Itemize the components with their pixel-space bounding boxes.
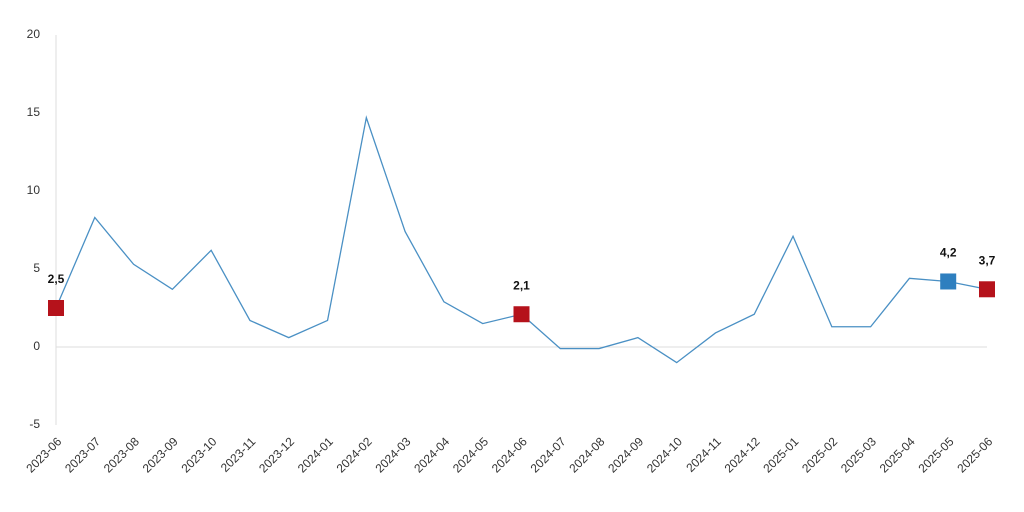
x-tick-label: 2025-06: [954, 434, 995, 475]
y-tick-label: 20: [27, 27, 41, 41]
y-tick-label: -5: [29, 417, 40, 431]
x-tick-label: 2023-08: [101, 434, 142, 475]
x-tick-label: 2024-01: [295, 434, 336, 475]
y-tick-label: 0: [33, 339, 40, 353]
x-tick-label: 2023-06: [23, 434, 64, 475]
marker: [48, 300, 64, 316]
x-tick-label: 2024-11: [683, 434, 724, 475]
x-tick-label: 2024-04: [411, 434, 452, 475]
x-tick-label: 2023-07: [62, 434, 103, 475]
x-tick-label: 2023-11: [218, 434, 259, 475]
x-tick-label: 2024-08: [566, 434, 607, 475]
y-tick-label: 5: [33, 261, 40, 275]
x-tick-label: 2024-09: [605, 434, 646, 475]
x-tick-label: 2025-03: [838, 434, 879, 475]
x-tick-label: 2024-06: [489, 434, 530, 475]
x-tick-label: 2025-04: [877, 434, 918, 475]
x-tick-label: 2023-09: [140, 434, 181, 475]
y-tick-label: 10: [27, 183, 41, 197]
x-tick-label: 2024-03: [372, 434, 413, 475]
x-tick-label: 2024-10: [644, 434, 685, 475]
x-tick-label: 2023-10: [178, 434, 219, 475]
marker: [940, 273, 957, 290]
x-tick-label: 2024-12: [722, 434, 763, 475]
value-label: 4,2: [940, 246, 957, 260]
x-tick-label: 2024-07: [528, 434, 569, 475]
value-label: 2,1: [513, 278, 530, 292]
x-tick-label: 2025-05: [916, 434, 957, 475]
marker: [979, 281, 995, 298]
x-tick-label: 2024-02: [334, 434, 375, 475]
y-tick-label: 15: [27, 105, 41, 119]
value-label: 3,7: [979, 253, 996, 267]
x-tick-label: 2025-02: [799, 434, 840, 475]
value-label: 2,5: [48, 272, 65, 286]
x-tick-label: 2025-01: [760, 434, 801, 475]
marker: [513, 306, 530, 323]
x-tick-label: 2023-12: [256, 434, 297, 475]
x-tick-label: 2024-05: [450, 434, 491, 475]
line: [55, 115, 988, 364]
